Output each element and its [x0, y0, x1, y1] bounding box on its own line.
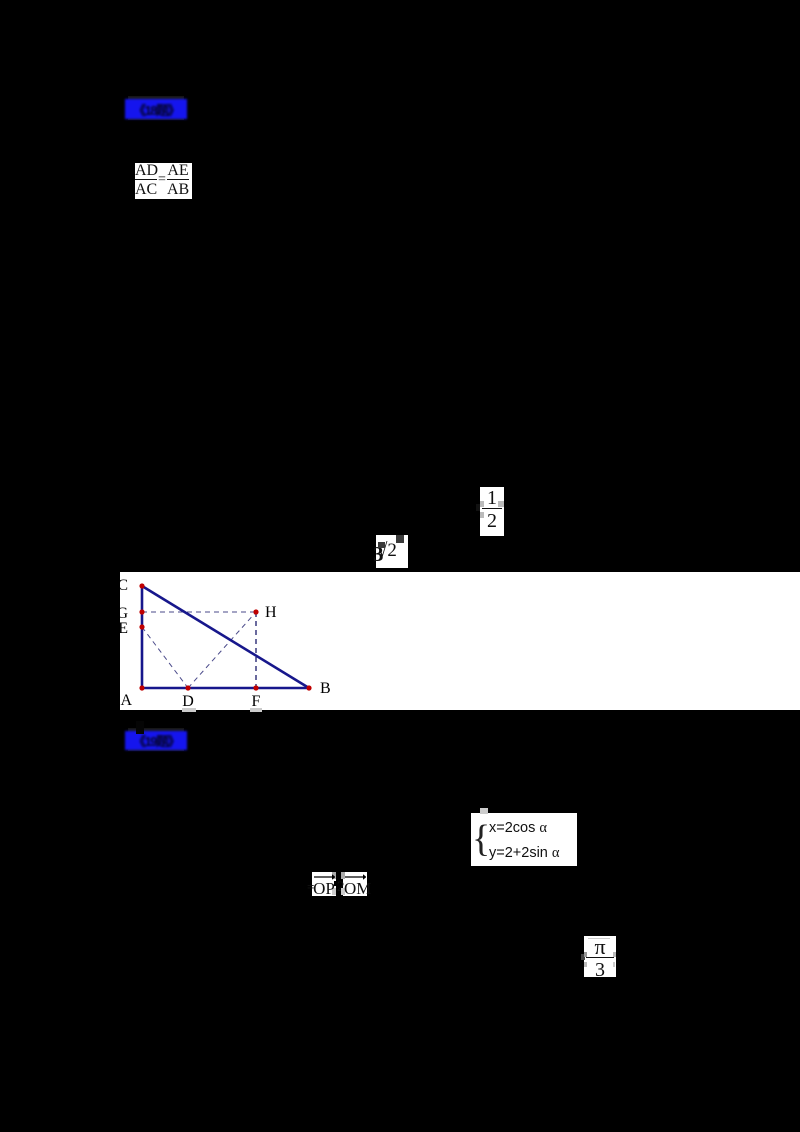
svg-text:C: C	[117, 577, 128, 594]
svg-text:H: H	[265, 604, 277, 621]
svg-text:E: E	[118, 620, 128, 637]
svg-text:F: F	[252, 693, 261, 710]
svg-text:D: D	[182, 693, 194, 710]
svg-text:A: A	[120, 692, 132, 709]
svg-text:B: B	[320, 680, 331, 697]
